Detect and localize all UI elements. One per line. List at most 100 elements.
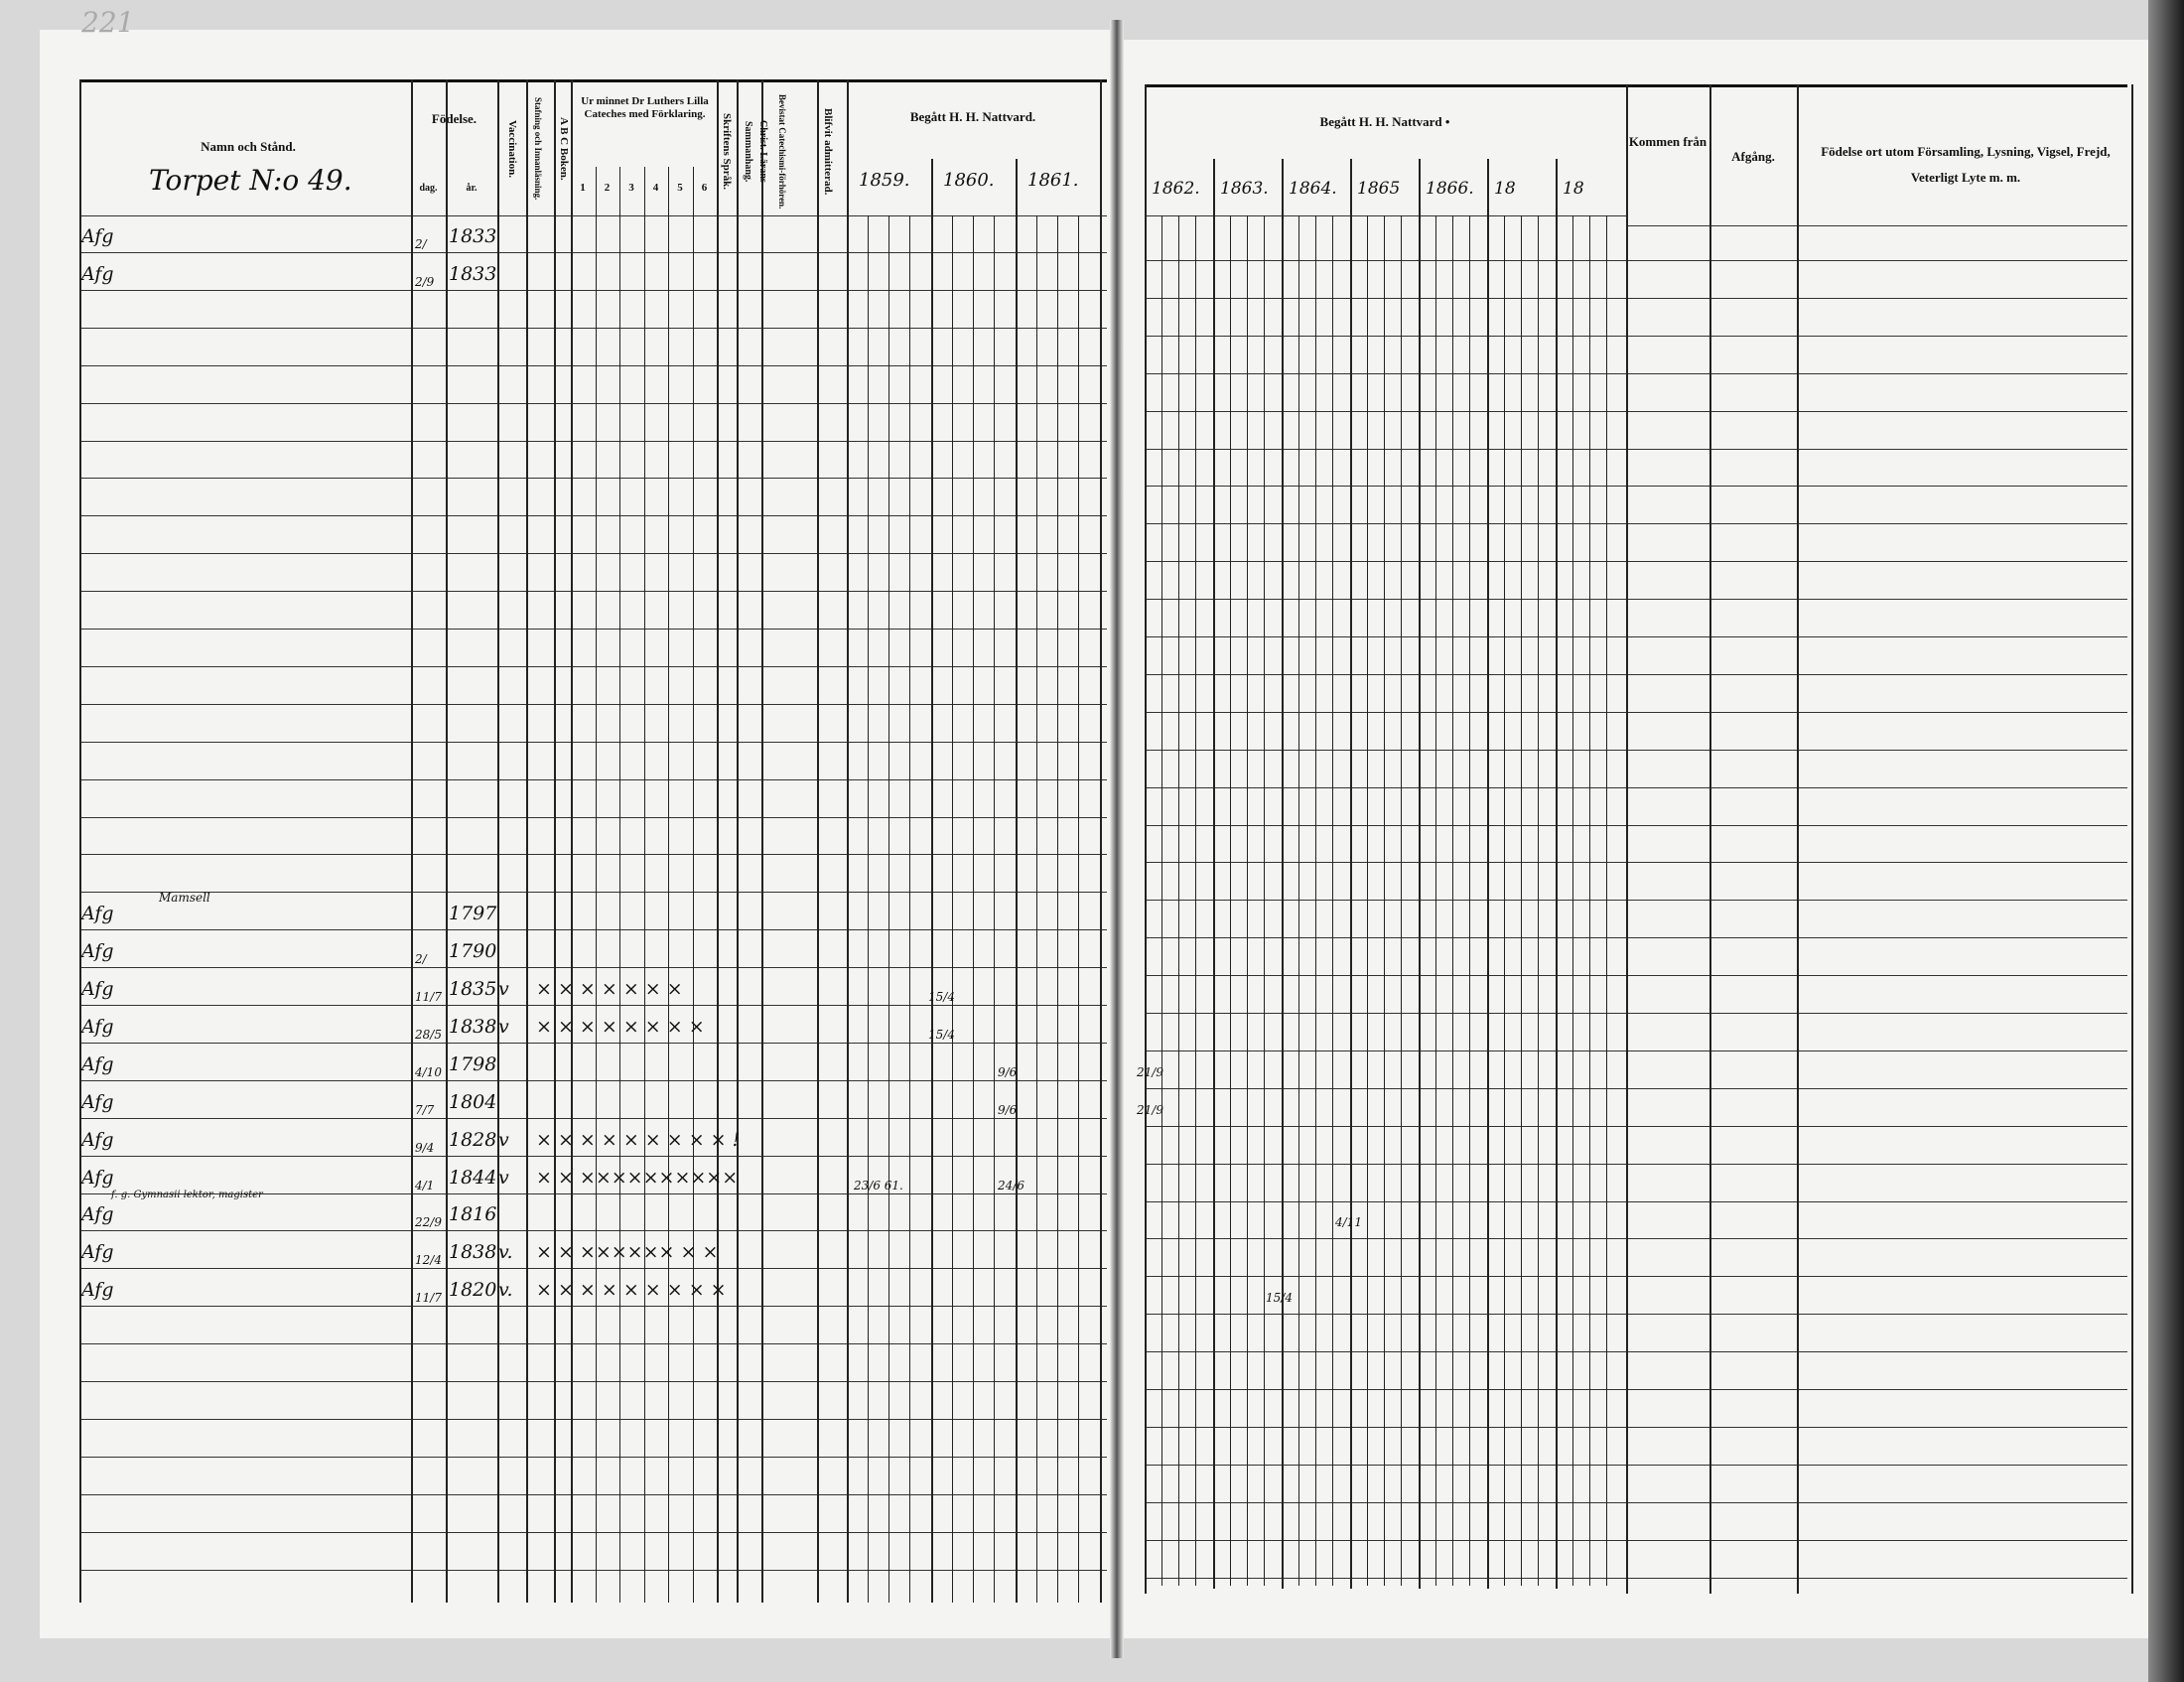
header-nattvard-right: Begått H. H. Nattvard • bbox=[1319, 114, 1450, 129]
entry-mark: Afg bbox=[81, 1241, 114, 1264]
column-line bbox=[1315, 215, 1316, 1586]
year-label: 1865 bbox=[1357, 179, 1401, 199]
header-nattvard-left: Begått H. H. Nattvard. bbox=[909, 109, 1036, 124]
column-line bbox=[497, 79, 499, 1603]
column-line bbox=[1213, 159, 1215, 1589]
row-line bbox=[1145, 1087, 2127, 1089]
column-line bbox=[994, 215, 995, 1603]
row-line bbox=[79, 1418, 1107, 1420]
column-line bbox=[1178, 215, 1179, 1586]
left-page bbox=[40, 30, 1117, 1638]
entry-nattvard-1861: 9/6 bbox=[998, 1064, 1018, 1079]
row-line bbox=[79, 1192, 1107, 1194]
entry-day: 7/7 bbox=[415, 1102, 435, 1117]
entry-catechism: × × ×××××× × × bbox=[536, 1241, 719, 1264]
column-line bbox=[1298, 215, 1299, 1586]
year-label: 1860. bbox=[943, 170, 995, 191]
entry-vaccination: v. bbox=[498, 1241, 513, 1264]
column-line bbox=[1016, 159, 1018, 1603]
column-line bbox=[737, 79, 739, 1603]
entry-day: 2/ bbox=[415, 237, 427, 251]
row-line bbox=[79, 1042, 1107, 1044]
row-line bbox=[79, 967, 1107, 969]
page-number: 221 bbox=[81, 6, 135, 39]
column-line bbox=[973, 215, 974, 1603]
entry-name-annotation: f. g. Gymnasii lektor, magister bbox=[111, 1189, 263, 1200]
entry-name-annotation: Mamsell bbox=[159, 891, 210, 906]
column-line bbox=[1626, 84, 1628, 1594]
entry-nattvard-1862: 21/9 bbox=[1137, 1102, 1163, 1117]
row-line bbox=[79, 1005, 1107, 1006]
row-line bbox=[79, 478, 1107, 480]
header-rule bbox=[1626, 225, 2127, 226]
row-line bbox=[79, 402, 1107, 404]
row-line bbox=[1145, 1501, 2127, 1503]
column-line bbox=[761, 79, 763, 1603]
row-line bbox=[1145, 1163, 2127, 1165]
row-line bbox=[79, 629, 1107, 630]
entry-day: 28/5 bbox=[415, 1027, 442, 1042]
row-line bbox=[79, 440, 1107, 442]
row-line bbox=[79, 1117, 1107, 1119]
row-line bbox=[1145, 486, 2127, 488]
entry-mark: Afg bbox=[81, 1090, 114, 1113]
column-line bbox=[1367, 215, 1368, 1586]
column-line bbox=[1538, 215, 1539, 1586]
row-line bbox=[79, 515, 1107, 517]
entry-day: 4/1 bbox=[415, 1178, 435, 1192]
row-line bbox=[79, 778, 1107, 780]
entry-year: 1820 bbox=[449, 1279, 497, 1302]
column-line bbox=[668, 167, 669, 1603]
entry-mark: Afg bbox=[81, 1052, 114, 1075]
entry-mark: Afg bbox=[81, 262, 114, 285]
column-line bbox=[1469, 215, 1470, 1586]
row-line bbox=[1145, 448, 2127, 450]
page-edge-shadow bbox=[2148, 0, 2184, 1682]
entry-vaccination: v bbox=[498, 1128, 509, 1151]
row-line bbox=[1145, 937, 2127, 939]
header-vaccination: Vaccination. bbox=[506, 120, 518, 178]
header-catechism: Ur minnet Dr Luthers Lilla Cateches med … bbox=[581, 95, 709, 120]
column-line bbox=[1572, 215, 1573, 1586]
row-line bbox=[1145, 900, 2127, 902]
row-line bbox=[79, 252, 1107, 253]
entry-year: 1833 bbox=[449, 225, 497, 247]
row-line bbox=[1145, 975, 2127, 977]
row-line bbox=[1145, 1200, 2127, 1202]
column-line bbox=[2131, 84, 2133, 1594]
entry-catechism: × × × × × × × × × bbox=[536, 1279, 727, 1302]
entry-admitted: 23/6 61. bbox=[854, 1178, 903, 1192]
year-label: 1866. bbox=[1426, 179, 1474, 199]
row-line bbox=[79, 665, 1107, 667]
row-line bbox=[79, 289, 1107, 291]
row-line bbox=[79, 1456, 1107, 1458]
column-line bbox=[1797, 84, 1799, 1594]
house-title: Torpet N:o 49. bbox=[149, 164, 352, 197]
row-line bbox=[1145, 599, 2127, 601]
column-line bbox=[1487, 159, 1489, 1589]
column-line bbox=[1078, 215, 1079, 1603]
column-line bbox=[1452, 215, 1453, 1586]
entry-mark: Afg bbox=[81, 1203, 114, 1226]
column-line bbox=[554, 79, 556, 1603]
row-line bbox=[1145, 824, 2127, 826]
row-line bbox=[79, 892, 1107, 894]
entry-day: 2/ bbox=[415, 952, 427, 967]
row-line bbox=[79, 1531, 1107, 1533]
row-line bbox=[79, 1268, 1107, 1270]
row-line bbox=[79, 741, 1107, 743]
entry-day: 11/7 bbox=[415, 990, 442, 1004]
column-line bbox=[868, 215, 869, 1603]
entry-nattvard-1861: 24/6 bbox=[998, 1178, 1024, 1192]
catechism-part-label: 6 bbox=[701, 182, 708, 194]
catechism-part-label: 2 bbox=[604, 182, 611, 194]
entry-day: 22/9 bbox=[415, 1215, 442, 1230]
row-line bbox=[1145, 711, 2127, 713]
entry-day: 2/9 bbox=[415, 274, 435, 289]
row-line bbox=[79, 1079, 1107, 1081]
row-line bbox=[1145, 1539, 2127, 1541]
header-dag: dag. bbox=[419, 183, 438, 194]
entry-mark: Afg bbox=[81, 225, 114, 247]
header-fodelse: Födelse. bbox=[431, 111, 478, 126]
column-line bbox=[817, 79, 819, 1603]
